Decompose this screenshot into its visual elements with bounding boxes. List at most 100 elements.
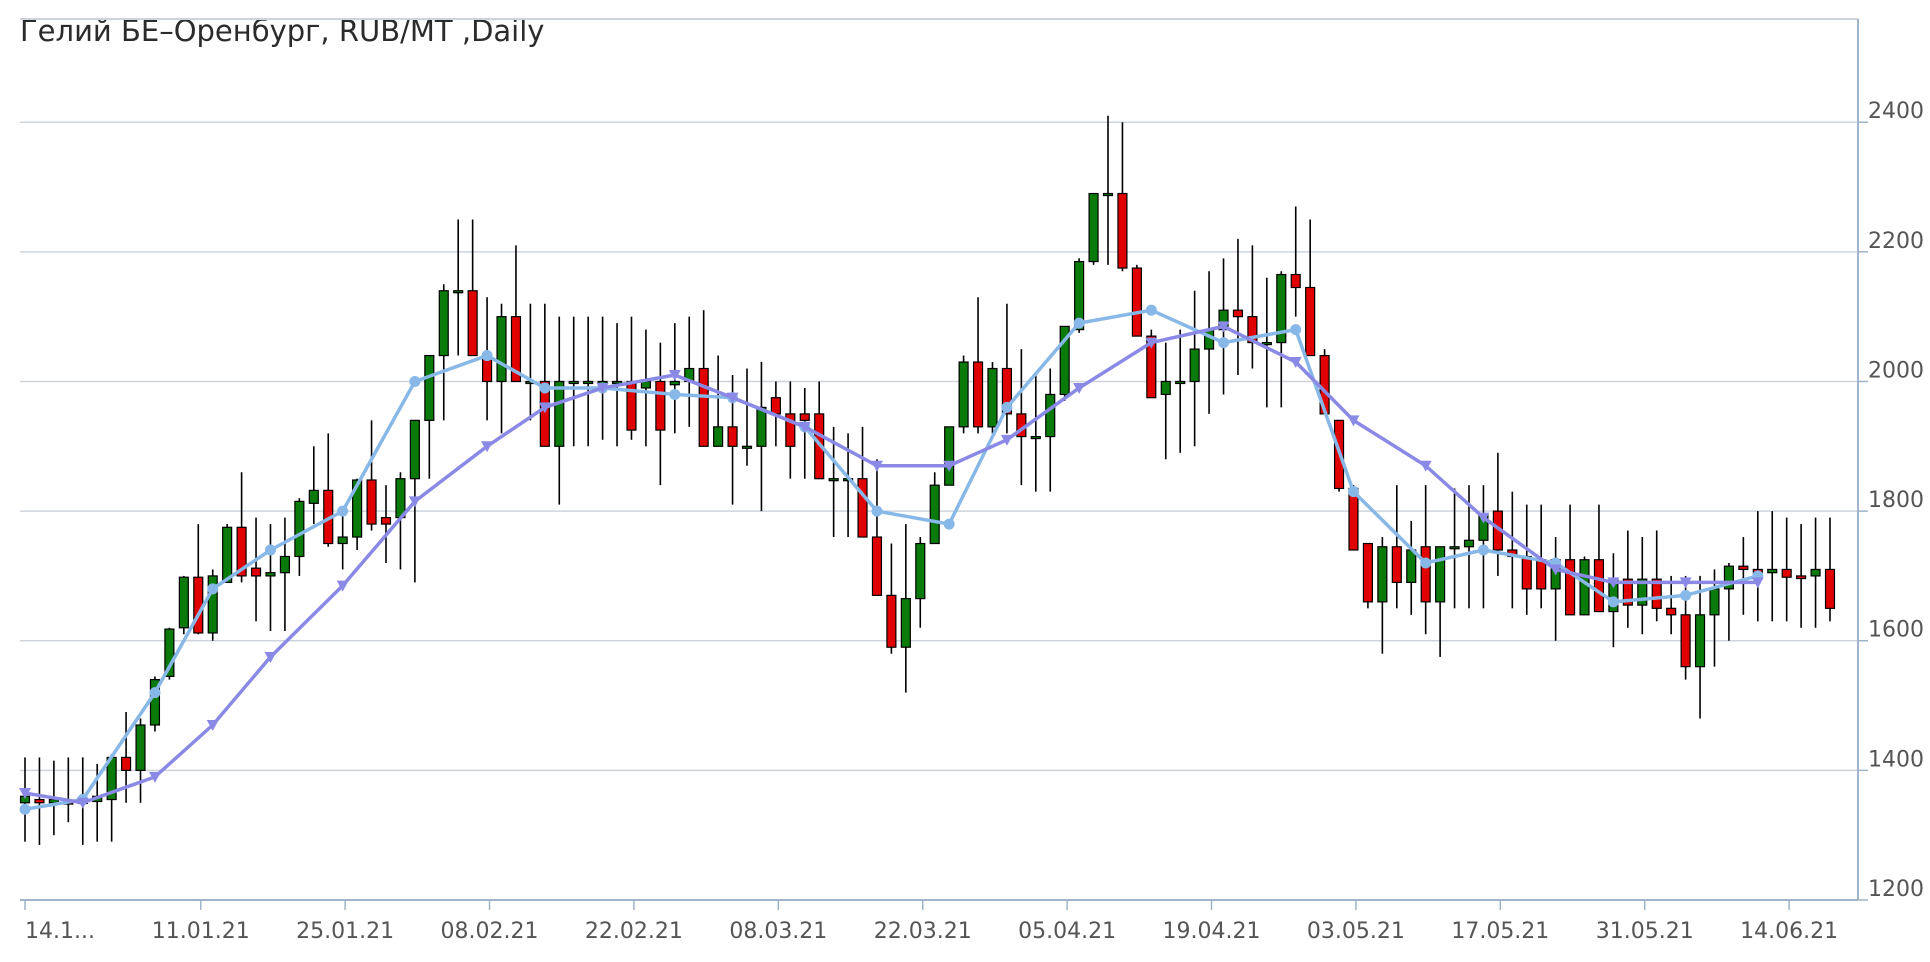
ma-point-0 (207, 583, 219, 595)
moving-average-lines (19, 304, 1764, 815)
candle-body (178, 576, 189, 629)
candle-up (1694, 575, 1706, 719)
candle-body (1362, 542, 1373, 603)
candle-body (929, 484, 940, 545)
candle-body (352, 479, 363, 538)
candle-down (871, 459, 883, 596)
candle-down (250, 517, 262, 622)
candle-up (453, 219, 464, 356)
candle-down (366, 420, 377, 531)
candle-down (1507, 491, 1518, 609)
candle-up (1160, 342, 1171, 460)
ma-point-0 (264, 544, 276, 556)
candle-body (1796, 575, 1807, 580)
ma-point-0 (1420, 557, 1432, 569)
ma-point-0 (539, 382, 551, 394)
x-tick-label: 14.1... (25, 919, 95, 944)
candle-down (1738, 537, 1749, 615)
candle-body (1723, 565, 1734, 590)
candle-body (135, 724, 146, 771)
candle-body (1059, 325, 1070, 396)
ma-point-1 (1607, 577, 1620, 589)
candle-body (409, 419, 420, 480)
candle-up (1637, 537, 1648, 635)
candle-down (1666, 575, 1677, 635)
candle-up (294, 498, 305, 576)
ma-point-0 (149, 687, 161, 699)
ma-point-1 (1289, 357, 1302, 369)
candle-body (987, 367, 998, 428)
candle-body (1406, 549, 1417, 584)
y-tick-label: 2400 (1868, 99, 1924, 124)
candle-down (886, 543, 897, 654)
candle-body (1637, 578, 1648, 606)
ma-point-1 (668, 370, 681, 381)
x-tick-label: 25.01.21 (296, 919, 394, 944)
candle-up (352, 478, 363, 550)
candle-body (900, 598, 911, 648)
candle-up (1030, 375, 1041, 492)
candle-down (1781, 517, 1792, 622)
candle-down (34, 757, 45, 845)
ma-point-0 (1477, 544, 1489, 556)
candle-body (1117, 192, 1128, 269)
candle-down (1290, 206, 1301, 317)
candle-body (453, 290, 464, 294)
candle-down (539, 303, 550, 447)
candle-body (655, 380, 666, 431)
candle-body (1290, 273, 1301, 289)
candle-up (741, 368, 753, 466)
candle-up (554, 316, 565, 505)
candle-body (886, 594, 897, 648)
candle-down (1362, 542, 1373, 609)
candle-body (1175, 380, 1186, 385)
candle-down (799, 387, 810, 479)
y-tick-label: 2200 (1868, 229, 1924, 254)
candle-body (1435, 546, 1446, 603)
y-tick-label: 1400 (1868, 747, 1924, 772)
candle-down (1131, 264, 1142, 337)
candle-down (510, 245, 522, 383)
candle-body (366, 479, 377, 525)
ma-point-1 (798, 421, 811, 433)
candle-body (741, 445, 753, 449)
candle-up (207, 569, 218, 641)
candle-body (1305, 286, 1316, 357)
x-tick-label: 05.04.21 (1018, 919, 1116, 944)
candle-up (178, 575, 189, 635)
candle-body (857, 478, 868, 538)
candle-body (669, 380, 680, 386)
candle-body (380, 516, 392, 525)
candle-up (1102, 115, 1114, 265)
candle-body (1463, 539, 1475, 548)
ma-point-1 (1679, 577, 1692, 589)
candle-body (871, 536, 883, 596)
candle-down (63, 757, 74, 823)
candle-body (1088, 192, 1099, 263)
candle-down (1824, 517, 1836, 622)
candle-down (1565, 504, 1576, 616)
candle-body (337, 536, 348, 545)
candle-body (294, 500, 305, 558)
candle-body (1261, 341, 1272, 346)
candle-up (597, 316, 608, 440)
candle-down (323, 433, 334, 547)
candle-down (1117, 122, 1128, 272)
candle-down (1492, 452, 1503, 576)
ma-point-0 (1607, 596, 1619, 608)
x-tick-label: 22.03.21 (874, 919, 972, 944)
candle-up (1449, 488, 1460, 609)
candle-body (308, 489, 319, 504)
candle-up (308, 446, 319, 525)
ma-point-0 (1347, 486, 1359, 498)
candle-up (1045, 368, 1056, 492)
candle-body (583, 380, 594, 385)
candle-body (1074, 260, 1085, 331)
candle-up (900, 524, 911, 693)
ma-point-1 (148, 771, 161, 783)
candle-body (1738, 565, 1749, 571)
ma-point-0 (481, 350, 493, 362)
candle-up (265, 524, 276, 632)
candle-up (1204, 271, 1215, 414)
